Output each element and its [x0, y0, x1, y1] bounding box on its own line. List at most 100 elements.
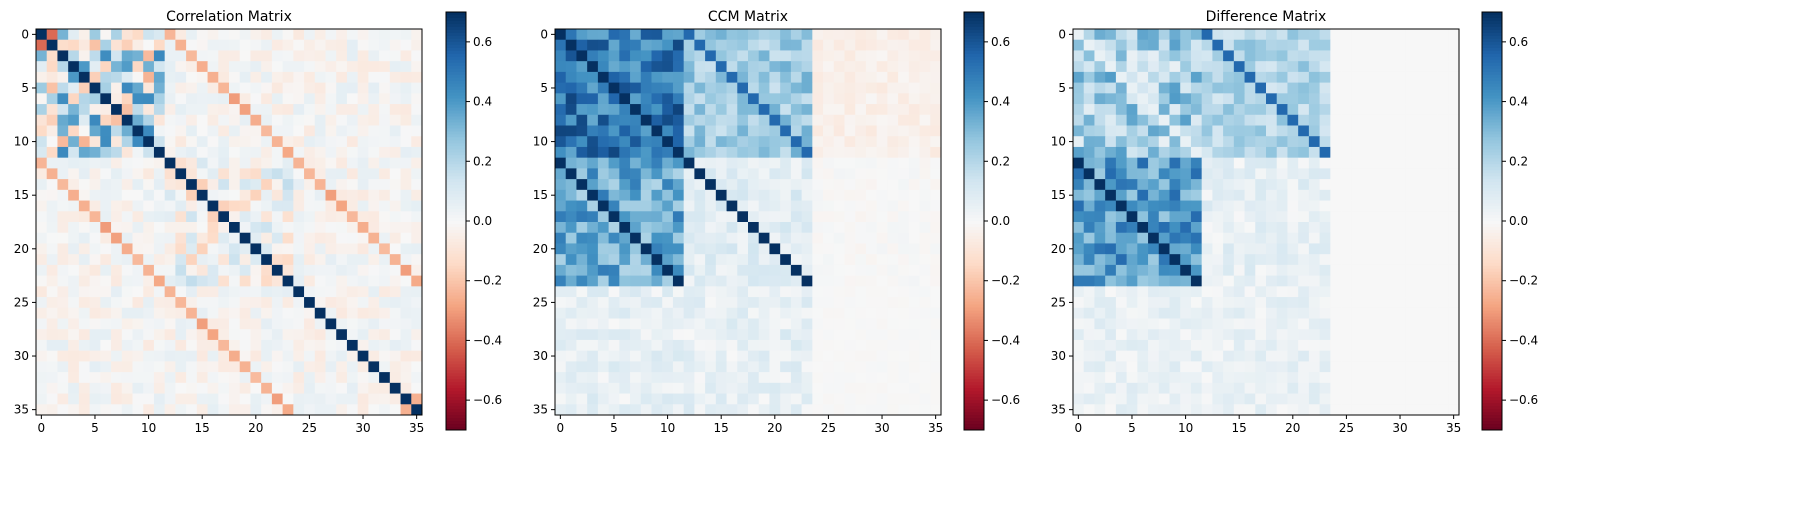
colorbar-segment	[1482, 122, 1502, 126]
heatmap-cell	[46, 393, 58, 405]
heatmap-cell	[651, 168, 663, 180]
heatmap-cell	[411, 339, 423, 352]
heatmap-cell	[1105, 179, 1117, 191]
heatmap-cell	[153, 114, 166, 126]
heatmap-cell	[293, 146, 305, 159]
colorbar-tick-label: −0.2	[1509, 274, 1538, 288]
heatmap-cell	[898, 361, 910, 373]
heatmap-cell	[1073, 125, 1085, 137]
heatmap-cell	[1405, 200, 1417, 212]
heatmap-cell	[346, 71, 359, 84]
heatmap-cell	[876, 372, 888, 384]
chart-title: Difference Matrix	[1206, 9, 1327, 25]
colorbar-segment	[1482, 307, 1502, 312]
heatmap-cell	[78, 93, 91, 105]
heatmap-cell	[619, 382, 631, 394]
heatmap-cell	[239, 200, 251, 212]
heatmap-cell	[36, 179, 48, 191]
heatmap-cell	[919, 350, 931, 362]
heatmap-cell	[737, 329, 749, 341]
heatmap-cell	[389, 350, 401, 362]
heatmap-cell	[250, 157, 262, 169]
colorbar-segment	[964, 358, 984, 362]
heatmap-cell	[555, 93, 567, 105]
heatmap-cell	[1308, 297, 1321, 309]
heatmap-cell	[865, 61, 878, 73]
heatmap-cell	[683, 264, 695, 277]
heatmap-cell	[748, 93, 760, 105]
colorbar-segment	[1482, 161, 1502, 165]
heatmap-cell	[1083, 232, 1095, 244]
heatmap-cell	[726, 71, 738, 84]
heatmap-cell	[196, 297, 208, 309]
heatmap-cell	[1394, 82, 1406, 94]
heatmap-cell	[1223, 82, 1235, 94]
colorbar-segment	[1482, 289, 1502, 294]
colorbar-segment	[964, 200, 984, 204]
heatmap-cell	[153, 157, 166, 169]
heatmap-cell	[357, 93, 369, 105]
heatmap-cell	[1437, 179, 1449, 191]
heatmap-cell	[597, 275, 610, 287]
heatmap-cell	[748, 393, 760, 405]
heatmap-cell	[357, 157, 369, 169]
colorbar-segment	[1482, 343, 1502, 347]
heatmap-cell	[737, 243, 749, 255]
heatmap-cell	[1319, 200, 1331, 212]
heatmap-cell	[36, 339, 48, 352]
heatmap-cell	[565, 372, 577, 384]
heatmap-cell	[1244, 339, 1256, 352]
heatmap-cell	[186, 254, 198, 266]
heatmap-cell	[1319, 404, 1331, 416]
heatmap-cell	[565, 264, 577, 277]
x-tick-label: 25	[821, 421, 836, 435]
heatmap-cell	[887, 157, 899, 169]
heatmap-cell	[1180, 179, 1192, 191]
heatmap-cell	[261, 264, 273, 277]
heatmap-cell	[790, 264, 803, 277]
heatmap-cell	[672, 136, 685, 148]
heatmap-cell	[726, 393, 738, 405]
heatmap-cell	[672, 93, 685, 105]
heatmap-cell	[576, 200, 588, 212]
colorbar-segment	[964, 26, 984, 31]
heatmap-cell	[304, 104, 316, 116]
heatmap-cell	[1362, 71, 1374, 84]
heatmap-cell	[46, 232, 58, 244]
heatmap-cell	[887, 297, 899, 309]
heatmap-cell	[844, 339, 856, 352]
heatmap-cell	[389, 39, 401, 51]
heatmap-cell	[887, 189, 899, 201]
heatmap-cell	[261, 50, 273, 62]
colorbar-segment	[1482, 83, 1502, 88]
heatmap-cell	[46, 382, 58, 394]
heatmap-cell	[555, 82, 567, 94]
heatmap-cell	[587, 232, 599, 244]
heatmap-cell	[1351, 93, 1363, 105]
heatmap-cell	[346, 297, 359, 309]
heatmap-cell	[78, 168, 91, 180]
colorbar-segment	[446, 283, 466, 288]
heatmap-cell	[887, 339, 899, 352]
heatmap-cell	[314, 71, 326, 84]
heatmap-cell	[1105, 393, 1117, 405]
heatmap-cell	[1190, 125, 1203, 137]
heatmap-cell	[555, 50, 567, 62]
colorbar-segment	[446, 206, 466, 210]
heatmap-cell	[379, 39, 391, 51]
heatmap-cell	[1373, 125, 1385, 137]
colorbar-segment	[964, 271, 984, 276]
colorbar-segment	[964, 131, 984, 135]
heatmap-cell	[271, 275, 284, 287]
heatmap-cell	[314, 297, 326, 309]
heatmap-cell	[1437, 189, 1449, 201]
colorbar-segment	[964, 221, 984, 225]
heatmap-cell	[368, 404, 380, 416]
heatmap-cell	[1126, 286, 1138, 298]
heatmap-cell	[389, 50, 401, 62]
heatmap-cell	[1137, 222, 1149, 234]
heatmap-cell	[1212, 318, 1224, 330]
heatmap-cell	[1105, 243, 1117, 255]
heatmap-cell	[57, 114, 69, 126]
heatmap-cell	[1169, 286, 1181, 298]
